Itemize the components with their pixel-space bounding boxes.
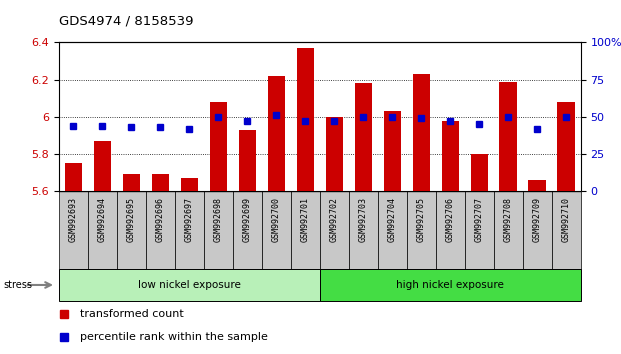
Text: GSM992706: GSM992706 [446, 198, 455, 242]
Bar [407, 191, 436, 269]
Bar [268, 76, 285, 191]
Bar [384, 111, 401, 191]
Bar [465, 191, 494, 269]
Bar [210, 102, 227, 191]
Text: GSM992697: GSM992697 [185, 198, 194, 242]
Text: GSM992701: GSM992701 [301, 198, 310, 242]
Bar [523, 191, 551, 269]
Bar [551, 191, 581, 269]
Text: GSM992694: GSM992694 [98, 198, 107, 242]
Bar [175, 191, 204, 269]
Bar [94, 141, 111, 191]
Bar [238, 130, 256, 191]
Text: GSM992698: GSM992698 [214, 198, 223, 242]
Bar [355, 84, 372, 191]
Bar [291, 191, 320, 269]
Text: GSM992696: GSM992696 [156, 198, 165, 242]
Bar [494, 191, 523, 269]
Bar [88, 191, 117, 269]
Bar [325, 117, 343, 191]
Bar [499, 81, 517, 191]
Text: GSM992707: GSM992707 [474, 198, 484, 242]
Bar [378, 191, 407, 269]
Text: low nickel exposure: low nickel exposure [138, 280, 241, 290]
Text: GSM992703: GSM992703 [359, 198, 368, 242]
Bar [436, 191, 465, 269]
Text: GSM992693: GSM992693 [69, 198, 78, 242]
Text: stress: stress [3, 280, 32, 290]
Bar [528, 180, 546, 191]
Text: GSM992705: GSM992705 [417, 198, 426, 242]
Text: high nickel exposure: high nickel exposure [396, 280, 504, 290]
Bar [59, 269, 320, 301]
Bar [349, 191, 378, 269]
Bar [123, 175, 140, 191]
Text: GSM992704: GSM992704 [388, 198, 397, 242]
Bar [320, 191, 349, 269]
Bar [442, 120, 459, 191]
Text: GSM992702: GSM992702 [330, 198, 339, 242]
Text: percentile rank within the sample: percentile rank within the sample [80, 332, 268, 342]
Bar [181, 178, 198, 191]
Bar [412, 74, 430, 191]
Bar [65, 163, 82, 191]
Bar [320, 269, 581, 301]
Text: GSM992695: GSM992695 [127, 198, 136, 242]
Text: GSM992709: GSM992709 [533, 198, 542, 242]
Bar [146, 191, 175, 269]
Bar [233, 191, 262, 269]
Text: transformed count: transformed count [80, 309, 184, 319]
Text: GDS4974 / 8158539: GDS4974 / 8158539 [59, 14, 194, 27]
Bar [59, 191, 88, 269]
Bar [152, 175, 169, 191]
Bar [297, 48, 314, 191]
Text: GSM992700: GSM992700 [272, 198, 281, 242]
Text: GSM992699: GSM992699 [243, 198, 252, 242]
Text: GSM992710: GSM992710 [561, 198, 571, 242]
Bar [204, 191, 233, 269]
Text: GSM992708: GSM992708 [504, 198, 513, 242]
Bar [471, 154, 488, 191]
Bar [117, 191, 146, 269]
Bar [262, 191, 291, 269]
Bar [558, 102, 575, 191]
